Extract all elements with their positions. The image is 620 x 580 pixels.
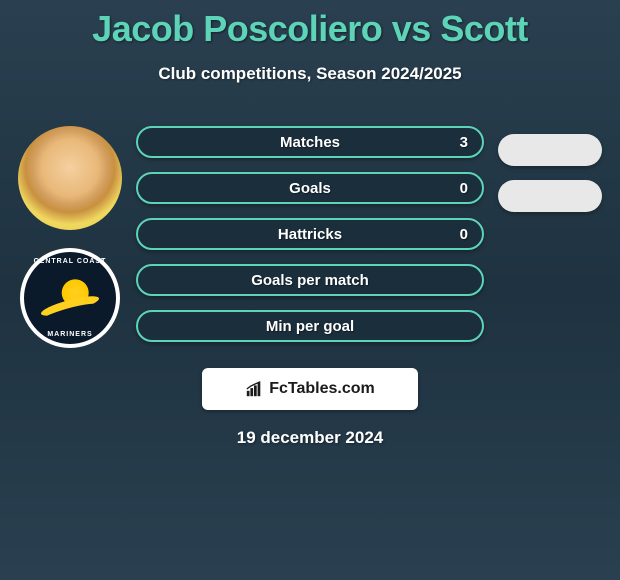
left-column: CENTRAL COAST MARINERS <box>10 126 130 348</box>
stats-column: Matches 3 Goals 0 Hattricks 0 Goals per … <box>130 126 490 342</box>
stat-row-hattricks: Hattricks 0 <box>136 218 484 250</box>
club-badge-top-text: CENTRAL COAST <box>24 258 116 265</box>
stat-right-value: 3 <box>460 134 468 151</box>
stat-row-goals-per-match: Goals per match <box>136 264 484 296</box>
page-container: Jacob Poscoliero vs Scott Club competiti… <box>0 0 620 448</box>
page-subtitle: Club competitions, Season 2024/2025 <box>0 64 620 84</box>
content-row: CENTRAL COAST MARINERS Matches 3 Goals 0… <box>0 126 620 348</box>
stat-label: Goals per match <box>251 272 369 289</box>
stat-right-value: 0 <box>460 226 468 243</box>
club-badge-inner: CENTRAL COAST MARINERS <box>24 252 116 344</box>
opponent-placeholder <box>498 180 602 212</box>
player-avatar <box>18 126 122 230</box>
right-column <box>490 126 610 212</box>
brand-logo-box[interactable]: FcTables.com <box>202 368 418 410</box>
club-badge: CENTRAL COAST MARINERS <box>20 248 120 348</box>
stat-right-value: 0 <box>460 180 468 197</box>
page-title: Jacob Poscoliero vs Scott <box>0 8 620 50</box>
brand-name: FcTables.com <box>269 380 375 398</box>
stat-row-matches: Matches 3 <box>136 126 484 158</box>
stat-row-min-per-goal: Min per goal <box>136 310 484 342</box>
date-label: 19 december 2024 <box>0 428 620 448</box>
chart-bars-icon <box>245 380 263 398</box>
club-badge-bottom-text: MARINERS <box>24 331 116 338</box>
stat-row-goals: Goals 0 <box>136 172 484 204</box>
stat-label: Matches <box>280 134 340 151</box>
stat-label: Hattricks <box>278 226 342 243</box>
club-wave-icon <box>44 272 96 324</box>
stat-label: Goals <box>289 180 331 197</box>
opponent-placeholder <box>498 134 602 166</box>
stat-label: Min per goal <box>266 318 354 335</box>
